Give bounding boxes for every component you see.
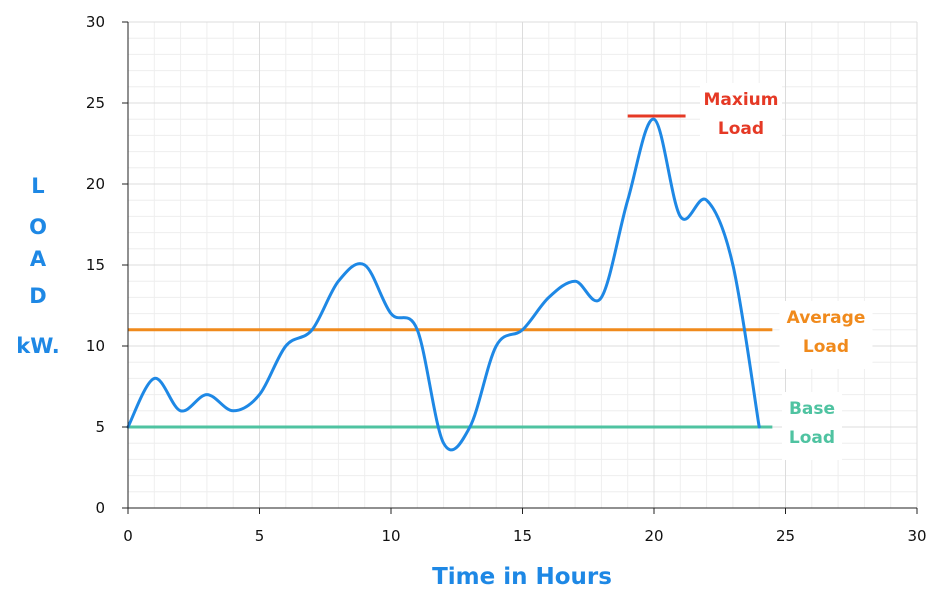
x-tick-label: 15 bbox=[513, 527, 532, 545]
reference-line-label-text: Maxium bbox=[704, 90, 779, 110]
x-tick-label: 20 bbox=[644, 527, 663, 545]
annotations: Average Load Base Load Maxium Load bbox=[700, 83, 873, 460]
x-tick-label: 25 bbox=[776, 527, 795, 545]
x-tick-label: 10 bbox=[381, 527, 400, 545]
reference-line-label: Base Load bbox=[782, 392, 842, 460]
y-axis-label: L O A D kW. bbox=[16, 174, 59, 358]
reference-line-label-text: Load bbox=[803, 337, 849, 357]
x-tick-label: 5 bbox=[255, 527, 265, 545]
y-tick-label: 5 bbox=[95, 418, 105, 436]
y-tick-label: 10 bbox=[86, 337, 105, 355]
y-tick-label: 15 bbox=[86, 256, 105, 274]
x-axis-label: Time in Hours bbox=[432, 564, 612, 590]
y-tick-label: 0 bbox=[95, 499, 105, 517]
reference-line-label-text: Load bbox=[789, 428, 835, 448]
y-axis-label-unit: kW. bbox=[16, 334, 59, 358]
label-background bbox=[782, 392, 842, 460]
y-tick-label: 20 bbox=[86, 175, 105, 193]
reference-line-label: Average Load bbox=[779, 301, 873, 369]
reference-line-label-text: Average bbox=[787, 308, 866, 328]
y-axis-label-letter: D bbox=[29, 284, 46, 308]
x-tick-label: 30 bbox=[907, 527, 926, 545]
label-background bbox=[779, 301, 873, 369]
y-axis-label-letter: O bbox=[29, 215, 47, 239]
reference-line-label: Maxium Load bbox=[700, 83, 782, 151]
x-ticks: 0 5 10 15 20 25 30 bbox=[123, 508, 927, 545]
label-background bbox=[700, 83, 782, 151]
reference-line-label-text: Load bbox=[718, 119, 764, 139]
load-series-line bbox=[126, 117, 761, 452]
y-ticks: 0 5 10 15 20 25 30 bbox=[86, 13, 128, 517]
reference-line-label-text: Base bbox=[789, 399, 835, 419]
y-axis-label-letter: A bbox=[30, 247, 47, 271]
y-axis-label-letter: L bbox=[31, 174, 44, 198]
x-tick-label: 0 bbox=[123, 527, 133, 545]
y-tick-label: 25 bbox=[86, 94, 105, 112]
reference-lines bbox=[128, 114, 773, 429]
y-tick-label: 30 bbox=[86, 13, 105, 31]
